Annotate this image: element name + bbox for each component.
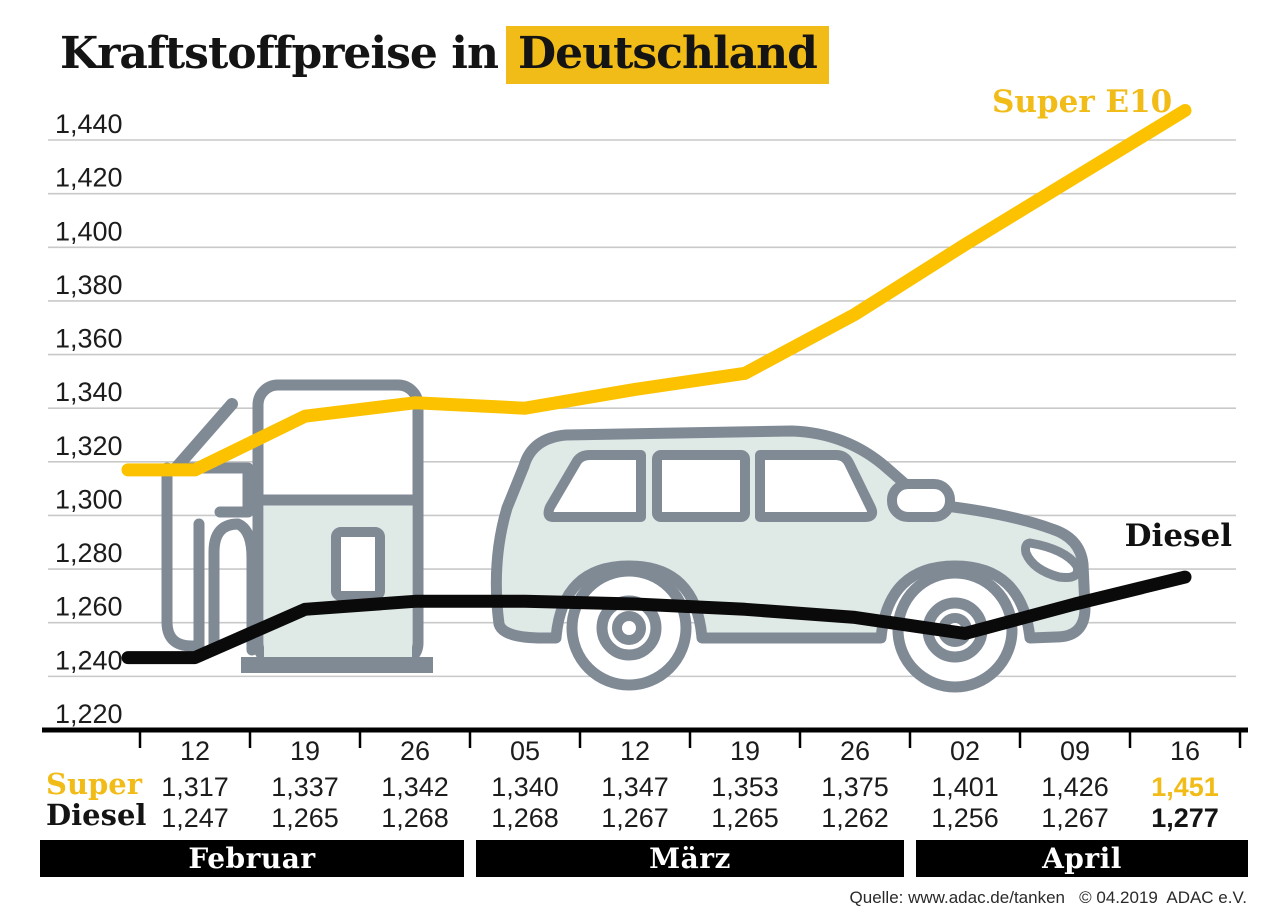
pump-hose-loop-icon (208, 518, 258, 656)
date-label: 12 (179, 736, 211, 766)
row-label-super: Super (46, 767, 143, 801)
pump-base-icon (241, 657, 433, 673)
date-label: 12 (619, 736, 651, 766)
pump-nozzle-handle-icon (170, 398, 238, 474)
month-band-mrz: März (476, 840, 904, 877)
date-label: 09 (1059, 736, 1091, 766)
price-cell-super: 1,451 (1151, 772, 1219, 802)
y-axis-label: 1,360 (55, 324, 123, 354)
date-label: 26 (839, 736, 871, 766)
y-axis-label: 1,440 (55, 109, 123, 139)
car-illustration (490, 425, 1091, 693)
price-cell-super: 1,342 (381, 772, 449, 802)
page-title: Kraftstoffpreise in Deutschland (60, 26, 829, 84)
y-axis-label: 1,400 (55, 216, 123, 246)
source-credit: Quelle: www.adac.de/tanken © 04.2019 ADA… (849, 888, 1247, 907)
pump-slot-icon (331, 527, 385, 601)
title-text: Kraftstoffpreise in (60, 28, 499, 79)
super-e10-line (121, 104, 1192, 477)
price-cell-super: 1,426 (1041, 772, 1109, 802)
price-cell-diesel: 1,268 (491, 803, 559, 833)
date-label: 19 (729, 736, 761, 766)
price-cell-diesel: 1,247 (161, 803, 229, 833)
y-axis-label: 1,260 (55, 592, 123, 622)
date-label: 26 (399, 736, 431, 766)
price-cell-diesel: 1,267 (601, 803, 669, 833)
price-cell-diesel: 1,256 (931, 803, 999, 833)
series-label-super-e10: Super E10 (992, 84, 1173, 120)
y-axis-label: 1,240 (55, 645, 123, 675)
y-axis-label: 1,380 (55, 270, 123, 300)
y-axis-label: 1,300 (55, 484, 123, 514)
price-cell-diesel: 1,262 (821, 803, 889, 833)
y-axis-label: 1,220 (55, 699, 123, 729)
car-rear-window-icon (543, 450, 646, 522)
car-headlight-icon (1021, 538, 1083, 582)
date-label: 02 (949, 736, 981, 766)
car-mirror-icon (887, 479, 955, 522)
gas-pump-illustration (161, 379, 433, 673)
price-cell-diesel: 1,265 (711, 803, 779, 833)
car-middle-window-icon (652, 450, 750, 522)
y-axis-label: 1,420 (55, 163, 123, 193)
series-label-diesel: Diesel (1124, 518, 1232, 554)
illustration-group (161, 379, 1091, 693)
price-cell-diesel: 1,265 (271, 803, 339, 833)
date-label: 19 (289, 736, 321, 766)
row-label-diesel: Diesel (46, 798, 147, 832)
price-cell-diesel: 1,267 (1041, 803, 1109, 833)
date-label: 05 (509, 736, 541, 766)
price-cell-super: 1,347 (601, 772, 669, 802)
month-band-april: April (916, 840, 1248, 877)
title-highlight: Deutschland (505, 26, 829, 84)
price-cell-super: 1,317 (161, 772, 229, 802)
price-cell-diesel: 1,277 (1151, 803, 1219, 833)
price-cell-diesel: 1,268 (381, 803, 449, 833)
price-cell-super: 1,353 (711, 772, 779, 802)
price-cell-super: 1,375 (821, 772, 889, 802)
y-axis-label: 1,320 (55, 431, 123, 461)
car-front-window-icon (755, 450, 878, 522)
car-rear-wheel-icon (566, 565, 692, 691)
price-cell-super: 1,337 (271, 772, 339, 802)
date-label: 16 (1169, 736, 1201, 766)
month-band-februar: Februar (40, 840, 464, 877)
y-axis-label: 1,340 (55, 377, 123, 407)
y-axis-label: 1,280 (55, 538, 123, 568)
diesel-line (121, 570, 1192, 665)
pump-hose-icon (161, 462, 205, 652)
price-cell-super: 1,340 (491, 772, 559, 802)
price-cell-super: 1,401 (931, 772, 999, 802)
